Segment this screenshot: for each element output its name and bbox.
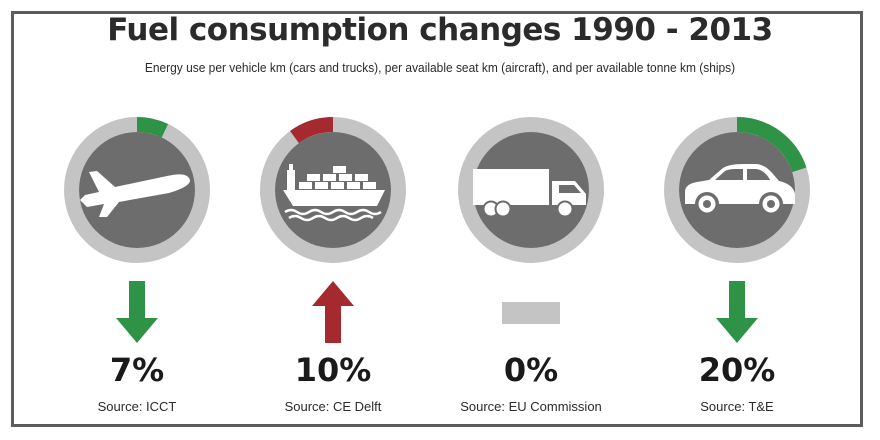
ship-icon [283,164,385,222]
car-window [715,169,743,180]
truck-trailer [473,169,549,205]
ship-container [323,174,336,181]
ship-container [331,182,344,189]
chart-item-ships: 10% Source: CE Delft [260,117,406,414]
ship-wave [288,214,374,222]
chart-item-trucks: 0% Source: EU Commission [458,117,604,414]
chart-title: Fuel consumption changes 1990 - 2013 [107,12,773,48]
truck-icon [473,169,586,218]
donut-arc-aircraft [136,117,169,138]
car-hub [703,200,711,208]
donut-arc-cars [736,117,807,173]
change-value-cars: 20% [699,351,776,389]
airplane-shape [80,171,190,217]
chart-item-cars: 20% Source: T&E [664,117,810,414]
neutral-bar-icon [502,302,560,324]
truck-window [559,185,581,193]
ship-bridge [287,170,295,190]
up-arrow-icon [312,281,354,343]
ship-mast [289,164,293,170]
source-label-cars: Source: T&E [700,399,774,414]
donut-ring [458,117,604,263]
change-value-aircraft: 7% [110,351,164,389]
truck-wheel [494,200,512,218]
source-label-ships: Source: CE Delft [285,399,382,414]
ship-hull [283,190,385,206]
chart-item-aircraft: 7% Source: ICCT [64,117,210,414]
down-arrow-icon [716,281,758,343]
source-label-trucks: Source: EU Commission [460,399,602,414]
ship-wave [284,208,382,216]
car-hub [767,200,775,208]
ship-container [363,182,376,189]
ship-container [315,182,328,189]
ship-container [299,182,312,189]
source-label-aircraft: Source: ICCT [98,399,177,414]
change-value-ships: 10% [295,351,372,389]
ship-container [347,182,360,189]
ship-container [333,166,346,173]
airplane-icon [80,171,190,217]
chart-subtitle: Energy use per vehicle km (cars and truc… [144,60,736,75]
car-icon [685,164,795,216]
ship-container [355,174,368,181]
ship-container [339,174,352,181]
truck-wheel [556,200,574,218]
change-value-trucks: 0% [504,351,558,389]
ship-container [307,174,320,181]
donut-arc-ships [290,117,334,144]
down-arrow-icon [116,281,158,343]
car-window [747,169,770,180]
